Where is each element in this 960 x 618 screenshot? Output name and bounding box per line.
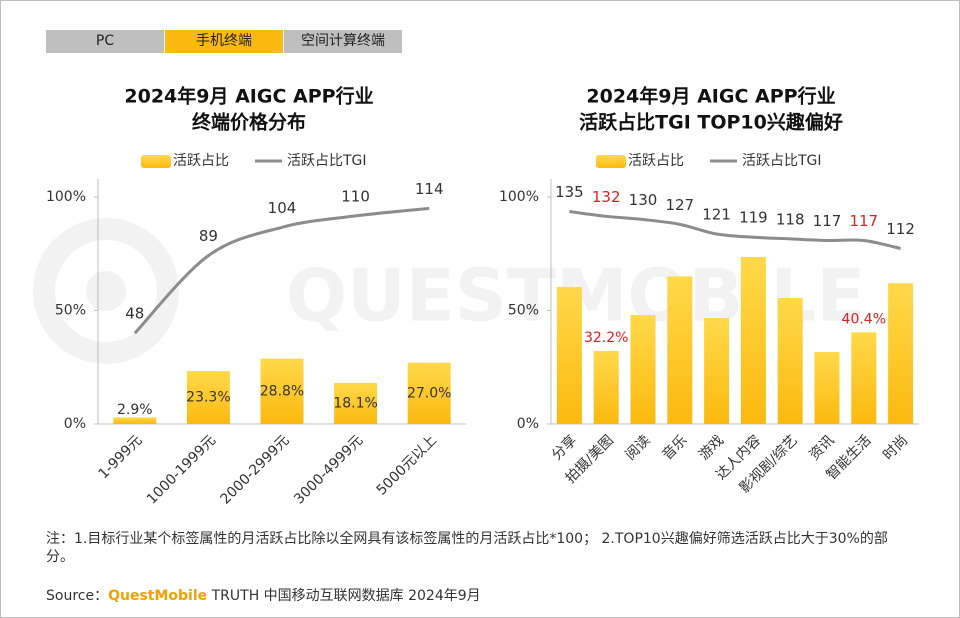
data-label: 28.8% [260,383,304,399]
tgi-line [133,206,430,335]
tab[interactable]: PC [46,30,164,53]
data-label: 40.4% [842,311,886,327]
data-label: 132 [592,188,621,206]
bar [888,283,914,424]
x-tick-label: 时尚 [880,432,911,463]
data-label: 130 [629,191,658,209]
bar [630,315,656,424]
x-tick-label: 1-999元 [95,432,145,482]
chart-subtitle: 活跃占比TGI TOP10兴趣偏好 [579,111,843,134]
bar [814,352,840,424]
data-label: 89 [199,227,218,245]
tab[interactable]: 手机终端 [165,30,283,53]
data-label: 23.3% [186,390,230,406]
data-label: 127 [665,196,694,214]
bar [407,362,451,424]
y-tick-label: 100% [46,189,86,205]
data-label: 110 [341,187,370,205]
x-tick-label: 5000元以上 [374,432,440,498]
data-label: 32.2% [584,330,628,346]
legend-swatch [141,155,171,168]
x-tick-label: 资讯 [807,432,838,463]
bar [556,286,582,424]
data-label: 48 [125,305,144,323]
data-label: 118 [776,210,805,228]
data-label: 112 [886,220,915,238]
data-label: 104 [268,199,297,217]
source: Source：QuestMobile TRUTH 中国移动互联网数据库 2024… [46,585,481,605]
x-tick-label: 音乐 [659,432,691,464]
x-tick-label: 2000-2999元 [217,432,292,507]
y-tick-label: 50% [508,303,539,319]
y-tick-label: 0% [64,416,86,432]
legend-swatch [596,155,626,168]
x-tick-label: 3000-4999元 [291,432,366,507]
bar [260,358,304,424]
source-brand: QuestMobile [108,588,208,604]
legend-label: 活跃占比TGI [742,153,822,169]
data-label: 135 [555,183,584,201]
tab[interactable]: 空间计算终端 [284,30,402,53]
data-label: 117 [849,212,878,230]
data-label: 114 [415,180,444,198]
data-label: 121 [702,206,731,224]
chart-title: 2024年9月 AIGC APP行业 [586,85,835,108]
bar [113,417,157,424]
chart-subtitle: 终端价格分布 [192,111,306,134]
tgi-line [569,210,901,250]
bar [740,256,766,424]
data-label: 119 [739,209,768,227]
legend-label: 活跃占比TGI [287,153,367,169]
chart-title: 2024年9月 AIGC APP行业 [124,85,373,108]
legend-label: 活跃占比 [173,153,229,169]
bar [186,371,230,424]
data-label: 117 [813,212,842,230]
x-tick-label: 阅读 [622,432,654,464]
x-tick-label: 分享 [548,432,580,464]
data-label: 2.9% [117,402,153,418]
bar [704,317,730,424]
y-tick-label: 50% [55,303,86,319]
legend-label: 活跃占比 [628,153,684,169]
note: 注：1.目标行业某个标签属性的月活跃占比除以全网具有该标签属性的月活跃占比*10… [46,531,888,565]
x-tick-label: 游戏 [696,432,727,463]
bar [667,276,693,424]
bar [334,382,378,424]
bar [593,350,619,424]
bar [851,332,877,424]
tab-bar: PC 手机终端 空间计算终端 [46,30,402,53]
data-label: 27.0% [407,385,451,401]
x-tick-label: 1000-1999元 [144,432,219,507]
bar [777,298,803,424]
source-label: Source： [46,588,109,604]
data-label: 18.1% [333,395,377,411]
y-tick-label: 100% [499,189,539,205]
y-tick-label: 0% [517,416,539,432]
source-text: TRUTH 中国移动互联网数据库 2024年9月 [211,588,481,604]
